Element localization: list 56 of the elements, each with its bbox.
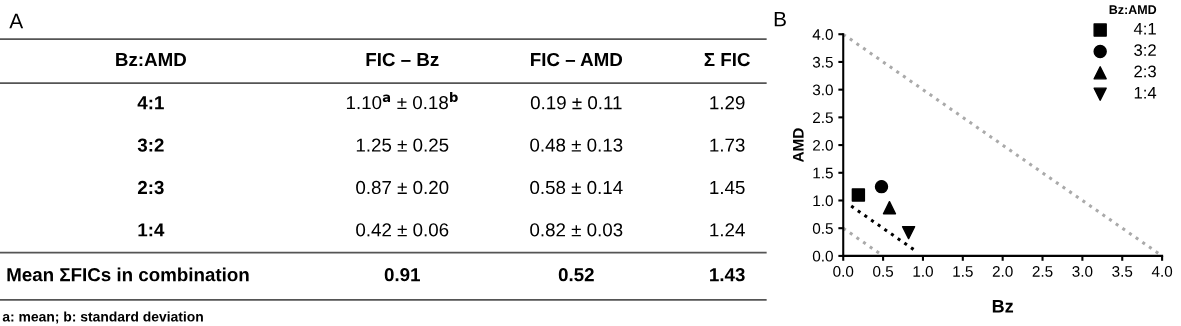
y-tick-label: 3.5 xyxy=(812,56,833,68)
x-tick-label: 3.0 xyxy=(1072,266,1093,277)
y-tick-label: 0.0 xyxy=(812,250,833,262)
text: 0.82 ± 0.03 xyxy=(530,223,623,237)
legend-label: 2:3 xyxy=(1134,65,1156,78)
text: Mean ΣFICs in combination xyxy=(7,267,249,282)
y-tick-label: 0.5 xyxy=(812,223,833,234)
x-tick-label: 2.5 xyxy=(1032,266,1053,277)
x-tick-label: 2.0 xyxy=(992,266,1013,277)
legend-label: 4:1 xyxy=(1133,22,1156,35)
x-tick-label: 1.5 xyxy=(953,266,973,277)
y-tick-label: 2.5 xyxy=(813,112,833,124)
text: 0.52 xyxy=(558,268,594,282)
point xyxy=(851,188,866,202)
x-tick-label: 0.5 xyxy=(873,266,894,277)
text: 0.91 xyxy=(384,268,420,282)
legend-label: 3:2 xyxy=(1134,44,1156,56)
x-tick-label: 0.0 xyxy=(833,266,854,277)
text: 1.24 xyxy=(710,223,745,237)
text: 3:2 xyxy=(137,138,164,152)
x-axis-title: Bz xyxy=(992,299,1014,313)
text: 1:4 xyxy=(138,223,165,237)
legend-label: 1:4 xyxy=(1134,87,1157,99)
text: 1.25 ± 0.25 xyxy=(356,138,449,152)
x-tick-label: 3.5 xyxy=(1112,266,1133,277)
y-tick-label: 1.5 xyxy=(813,167,833,179)
text: 0.42 ± 0.06 xyxy=(356,223,449,237)
text: 4:1 xyxy=(137,96,164,110)
text: 1.73 xyxy=(710,138,745,152)
text: 0.19 ± 0.11 xyxy=(530,96,622,110)
text: A xyxy=(9,13,24,29)
legend-title: Bz:AMD xyxy=(1109,5,1157,14)
text: 1.43 xyxy=(710,268,745,282)
text: Σ FIC xyxy=(704,52,750,67)
text: Bz:AMD xyxy=(116,53,186,66)
text: FIC – AMD xyxy=(531,52,623,67)
y-tick-label: 4.0 xyxy=(812,29,833,40)
y-axis-title: AMD xyxy=(793,128,804,163)
y-tick-label: 2.0 xyxy=(813,139,833,151)
y-tick-label: 1.0 xyxy=(813,195,833,207)
chart-title: B xyxy=(774,11,786,27)
point xyxy=(901,225,916,240)
point xyxy=(874,179,889,194)
text: a: mean; b: standard deviation xyxy=(2,311,203,324)
text: 0.48 ± 0.13 xyxy=(530,138,623,152)
text: 1.10$^{a}$ ± 0.18$^{b}$ xyxy=(346,91,458,110)
text: 1.29 xyxy=(710,96,745,110)
text: FIC – Bz xyxy=(366,52,439,67)
x-tick-label: 4.0 xyxy=(1151,266,1173,277)
text: 2:3 xyxy=(137,180,164,195)
text: 0.87 ± 0.20 xyxy=(356,180,449,195)
y-tick-label: 3.0 xyxy=(812,84,833,96)
text: 0.58 ± 0.14 xyxy=(530,180,623,195)
text: 1.45 xyxy=(710,181,745,195)
x-tick-label: 1.0 xyxy=(913,266,933,277)
point xyxy=(882,200,897,215)
